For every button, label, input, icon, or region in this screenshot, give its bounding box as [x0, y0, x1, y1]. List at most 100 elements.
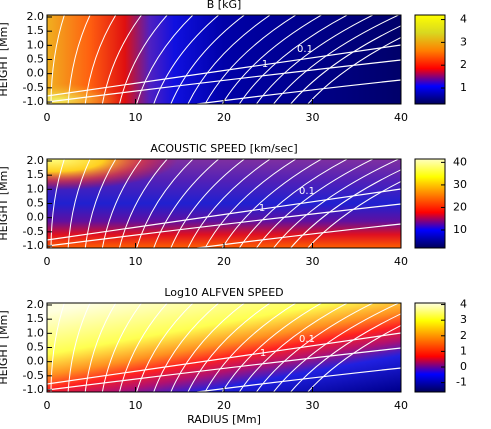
x-tick-label: 0 — [44, 111, 51, 124]
field-line — [67, 159, 91, 248]
field-line — [307, 324, 401, 392]
field-line — [84, 159, 117, 248]
contour-label: 0.1 — [299, 186, 315, 197]
heatmap — [47, 303, 401, 392]
x-tick-label: 10 — [129, 255, 143, 268]
field-line — [255, 15, 375, 104]
y-tick-label: 0.0 — [27, 211, 45, 224]
field-line — [187, 303, 272, 392]
heatmap — [47, 159, 401, 248]
field-line — [255, 159, 375, 248]
field-line — [153, 159, 220, 248]
contour-label: 0.1 — [297, 44, 313, 55]
field-line — [187, 159, 272, 248]
panel-title: ACOUSTIC SPEED [km/sec] — [150, 142, 297, 155]
contour-line — [47, 188, 401, 241]
x-tick-label: 20 — [217, 111, 231, 124]
y-tick-label: 1.5 — [27, 312, 45, 325]
field-line — [272, 15, 400, 104]
field-line — [272, 159, 400, 248]
y-tick-label: -0.5 — [23, 81, 44, 94]
x-tick-label: 40 — [394, 399, 408, 412]
y-tick-label: 0.0 — [27, 355, 45, 368]
contour-line — [47, 203, 401, 247]
field-line — [136, 159, 194, 248]
y-tick-label: 2.0 — [27, 154, 45, 167]
colorbar-tick-label: 10 — [453, 223, 467, 236]
field-line — [272, 303, 400, 392]
x-tick-label: 0 — [44, 399, 51, 412]
y-tick-label: 0.0 — [27, 67, 45, 80]
x-tick-label: 40 — [394, 111, 408, 124]
colorbar — [414, 158, 446, 249]
field-line — [204, 159, 297, 248]
y-tick-label: 0.5 — [27, 341, 45, 354]
contour-line — [47, 347, 401, 391]
field-line — [290, 25, 401, 104]
field-line — [221, 303, 323, 392]
field-line — [119, 159, 168, 248]
panel: 0.1 1 B [kG] -1.0-0.50.00.5 1.01.52.0 0 10 20 30… — [0, 0, 467, 124]
colorbar-tick-label: 2 — [460, 329, 467, 342]
field-line — [170, 15, 246, 104]
colorbar-tick-label: 0 — [460, 360, 467, 373]
field-line — [67, 15, 91, 104]
colorbar-tick-label: -1 — [456, 376, 467, 389]
y-tick-label: 0.5 — [27, 197, 45, 210]
field-line — [204, 303, 297, 392]
colorbar-tick-label: 20 — [453, 200, 467, 213]
field-line — [84, 303, 117, 392]
colorbar-tick-label: 2 — [460, 58, 467, 71]
field-line — [307, 36, 401, 104]
y-tick-label: 1.0 — [27, 38, 45, 51]
field-line — [290, 313, 401, 392]
panel: 0.1 1 ACOUSTIC SPEED [km/sec] -1.0-0.50.00.… — [0, 142, 467, 268]
y-tick-label: -0.5 — [23, 225, 44, 238]
field-line — [153, 15, 220, 104]
field-line — [221, 159, 323, 248]
x-tick-label: 40 — [394, 255, 408, 268]
y-tick-label: 1.5 — [27, 168, 45, 181]
field-line — [238, 303, 349, 392]
colorbar — [414, 14, 446, 105]
x-tick-label: 30 — [306, 111, 320, 124]
field-line — [221, 15, 323, 104]
y-tick-label: 1.0 — [27, 182, 45, 195]
field-line — [84, 15, 117, 104]
panel-title: Log10 ALFVEN SPEED — [164, 286, 283, 299]
field-line — [153, 303, 220, 392]
field-line — [204, 15, 297, 104]
y-axis-label: HEIGHT [Mm] — [0, 310, 10, 384]
contour-label: 1 — [262, 59, 268, 70]
colorbar-tick-label: 3 — [460, 35, 467, 48]
field-line — [238, 159, 349, 248]
x-tick-label: 20 — [217, 255, 231, 268]
x-tick-label: 10 — [129, 399, 143, 412]
field-line — [170, 159, 246, 248]
y-tick-label: 2.0 — [27, 10, 45, 23]
x-axis-label: RADIUS [Mm] — [187, 413, 261, 426]
colorbar — [414, 302, 446, 393]
colorbar-tick-label: 30 — [453, 178, 467, 191]
x-tick-label: 30 — [306, 255, 320, 268]
colorbar-tick-label: 3 — [460, 313, 467, 326]
y-tick-label: -1.0 — [23, 239, 44, 252]
y-tick-label: -0.5 — [23, 369, 44, 382]
colorbar-tick-label: 4 — [460, 298, 467, 311]
y-tick-label: 2.0 — [27, 298, 45, 311]
panel-title: B [kG] — [207, 0, 242, 11]
contour-line — [47, 332, 401, 385]
x-tick-label: 30 — [306, 399, 320, 412]
field-line — [170, 303, 246, 392]
field-line — [67, 303, 91, 392]
x-tick-label: 0 — [44, 255, 51, 268]
y-axis-label: HEIGHT [Mm] — [0, 166, 10, 240]
x-tick-label: 20 — [217, 399, 231, 412]
field-line — [290, 169, 401, 248]
colorbar-tick-label: 1 — [460, 344, 467, 357]
y-tick-label: 1.0 — [27, 326, 45, 339]
field-line — [119, 303, 168, 392]
field-line — [307, 180, 401, 248]
x-tick-label: 10 — [129, 111, 143, 124]
